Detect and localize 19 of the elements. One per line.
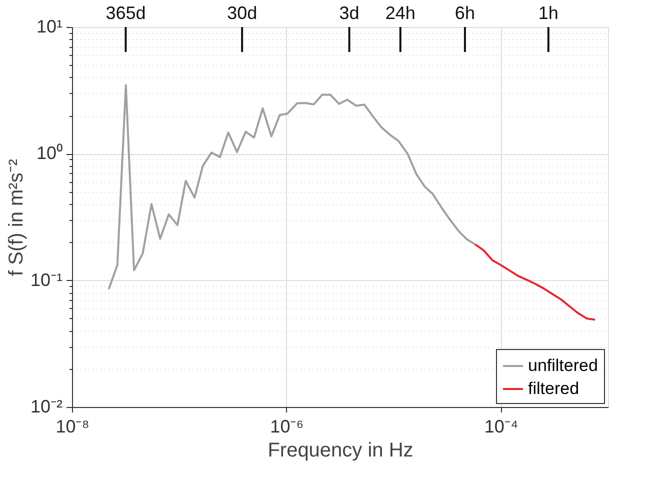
ref-line-label: 6h (454, 3, 475, 23)
ref-line-label: 3d (339, 3, 360, 23)
ref-line-label: 24h (385, 3, 416, 23)
x-tick-label: 10⁻⁸ (56, 416, 90, 436)
y-tick-label: 10⁰ (36, 143, 62, 164)
line-series (474, 243, 596, 321)
legend-label: unfiltered (528, 356, 598, 375)
legend-label: filtered (528, 379, 580, 398)
line-series (108, 84, 476, 290)
x-axis-title: Frequency in Hz (268, 440, 414, 462)
y-tick-label: 10¹ (36, 16, 63, 36)
y-tick-label: 10⁻² (30, 396, 63, 416)
x-tick-label: 10⁻⁶ (270, 416, 304, 436)
ref-line-label: 1h (538, 3, 558, 23)
y-axis-title: f S(f) in m²s⁻² (5, 158, 28, 276)
ref-line-label: 365d (106, 3, 146, 23)
y-tick-label: 10⁻¹ (30, 270, 63, 290)
x-tick-label: 10⁻⁴ (484, 416, 518, 436)
ref-line-label: 30d (227, 3, 258, 23)
